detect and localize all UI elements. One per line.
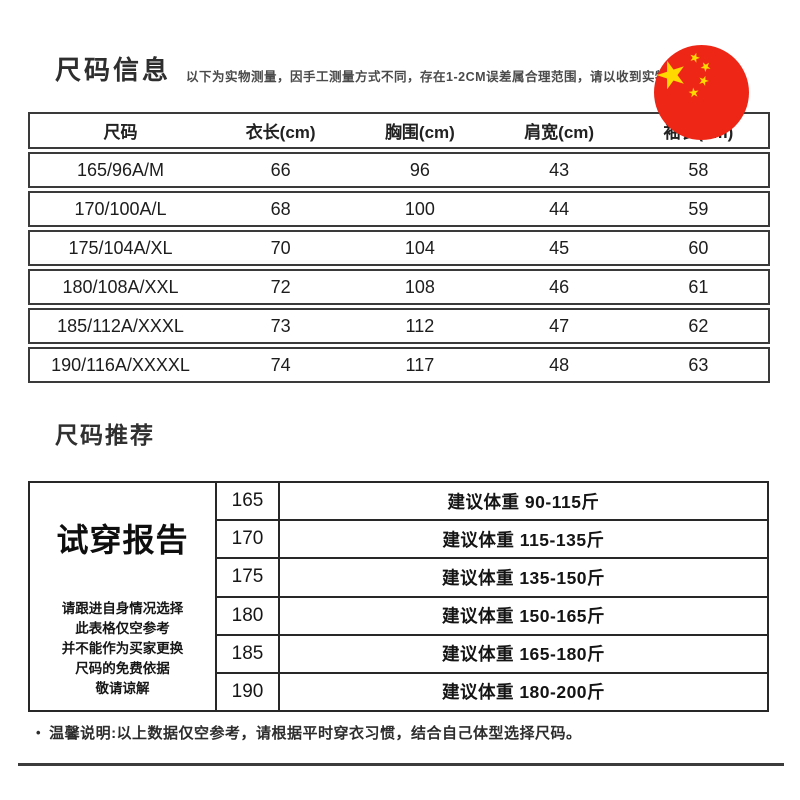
rec-size-cell: 165 — [217, 483, 280, 520]
length-cell: 72 — [270, 276, 291, 297]
chest-cell: 100 — [404, 198, 435, 219]
rec-advice-cell: 建议体重 90-115斤 — [447, 491, 600, 512]
sleeve-cell: 62 — [688, 315, 709, 336]
shoulder-cell: 44 — [549, 198, 570, 219]
star-icon: ★ — [649, 49, 694, 100]
chest-cell: 117 — [405, 354, 435, 375]
size-table-row: 180/108A/XXL 72 108 46 61 — [28, 269, 770, 305]
recommendation-row: 175 建议体重 135-150斤 — [217, 559, 767, 598]
size-cell: 180/108A/XXL — [62, 276, 179, 297]
recommendation-table: 试穿报告 请跟进自身情况选择 此表格仅空参考 并不能作为买家更换 尺码的免费依据… — [28, 481, 769, 712]
size-table-row: 185/112A/XXXL 73 112 47 62 — [28, 308, 770, 344]
page-title: 尺码信息 — [55, 55, 172, 85]
chest-cell: 104 — [404, 237, 435, 258]
shoulder-cell: 45 — [549, 237, 570, 258]
recommendation-row: 165 建议体重 90-115斤 — [217, 483, 767, 522]
size-cell: 185/112A/XXXL — [57, 315, 184, 336]
size-table-row: 170/100A/L 68 100 44 59 — [28, 191, 770, 227]
section-title-recommendation: 尺码推荐 — [55, 422, 155, 448]
try-on-report-cell: 试穿报告 请跟进自身情况选择 此表格仅空参考 并不能作为买家更换 尺码的免费依据… — [30, 483, 217, 710]
rec-size-cell: 185 — [217, 635, 280, 672]
recommendation-row: 190 建议体重 180-200斤 — [217, 673, 767, 711]
column-header-shoulder: 肩宽(cm) — [524, 123, 595, 142]
footer-divider — [18, 763, 784, 766]
sleeve-cell: 59 — [688, 198, 709, 219]
size-table-row: 165/96A/M 66 96 43 58 — [28, 152, 770, 188]
shoulder-cell: 47 — [549, 315, 570, 336]
length-cell: 68 — [270, 198, 291, 219]
length-cell: 74 — [270, 354, 291, 375]
rec-advice-cell: 建议体重 135-150斤 — [441, 567, 606, 588]
rec-advice-cell: 建议体重 115-135斤 — [442, 529, 605, 550]
chest-cell: 112 — [405, 315, 435, 336]
recommendation-rows: 165 建议体重 90-115斤 170 建议体重 115-135斤 175 建… — [217, 483, 767, 711]
footer-note: • 温馨说明:以上数据仅空参考，请根据平时穿衣习惯，结合自己体型选择尺码。 — [36, 722, 582, 743]
star-icon: ★ — [687, 84, 701, 101]
shoulder-cell: 48 — [549, 354, 570, 375]
size-table-row: 175/104A/XL 70 104 45 60 — [28, 230, 770, 266]
size-cell: 170/100A/L — [74, 198, 167, 219]
column-header-size: 尺码 — [103, 123, 138, 142]
shoulder-cell: 46 — [549, 276, 570, 297]
recommendation-row: 180 建议体重 150-165斤 — [217, 597, 767, 636]
length-cell: 73 — [270, 315, 291, 336]
rec-size-cell: 175 — [217, 559, 280, 596]
rec-size-cell: 190 — [217, 673, 280, 711]
size-cell: 165/96A/M — [76, 159, 165, 180]
sleeve-cell: 60 — [688, 237, 709, 258]
chest-cell: 108 — [404, 276, 435, 297]
sleeve-cell: 58 — [688, 159, 709, 180]
length-cell: 70 — [270, 237, 291, 258]
length-cell: 66 — [270, 159, 291, 180]
rec-size-cell: 170 — [217, 521, 280, 558]
report-title: 试穿报告 — [56, 522, 189, 558]
recommendation-row: 185 建议体重 165-180斤 — [217, 635, 767, 674]
bullet-icon: • — [36, 725, 42, 740]
shoulder-cell: 43 — [549, 159, 570, 180]
size-cell: 175/104A/XL — [68, 237, 173, 258]
size-table: 尺码 衣长(cm) 胸围(cm) 肩宽(cm) 袖长(cm) 165/96A/M… — [28, 112, 770, 386]
size-table-header-row: 尺码 衣长(cm) 胸围(cm) 肩宽(cm) 袖长(cm) — [28, 112, 770, 149]
rec-advice-cell: 建议体重 180-200斤 — [441, 682, 606, 703]
sleeve-cell: 63 — [688, 354, 709, 375]
sleeve-cell: 61 — [688, 276, 709, 297]
china-flag-badge: ★ ★ ★ ★ ★ — [649, 45, 749, 140]
column-header-length: 衣长(cm) — [245, 123, 316, 142]
column-header-chest: 胸围(cm) — [384, 123, 455, 142]
rec-advice-cell: 建议体重 150-165斤 — [441, 606, 606, 627]
rec-advice-cell: 建议体重 165-180斤 — [441, 644, 606, 665]
size-cell: 190/116A/XXXXL — [51, 354, 190, 375]
measurement-disclaimer: 以下为实物测量，因手工测量方式不同，存在1-2CM误差属合理范围，请以收到实物 — [186, 70, 669, 84]
size-table-row: 190/116A/XXXXL 74 117 48 63 — [28, 347, 770, 383]
chest-cell: 96 — [409, 159, 430, 180]
rec-size-cell: 180 — [217, 597, 280, 634]
footer-note-text: 温馨说明:以上数据仅空参考，请根据平时穿衣习惯，结合自己体型选择尺码。 — [49, 725, 582, 742]
recommendation-row: 170 建议体重 115-135斤 — [217, 521, 767, 560]
report-note: 请跟进自身情况选择 此表格仅空参考 并不能作为买家更换 尺码的免费依据 敬请谅解 — [61, 601, 184, 696]
